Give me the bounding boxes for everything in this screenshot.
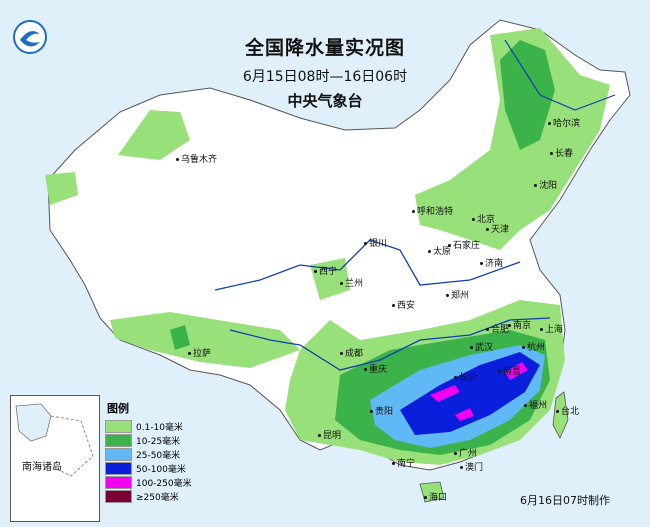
yangtze-river <box>229 317 551 371</box>
city-label: 武汉 <box>470 340 493 353</box>
city-label: 哈尔滨 <box>548 116 580 129</box>
legend-item: 100-250毫米 <box>105 476 203 489</box>
south-china-sea-inset <box>10 395 100 522</box>
city-label: 贵阳 <box>370 404 393 417</box>
rain-zone-severe-storm-1 <box>430 385 460 402</box>
city-label: 上海 <box>540 322 563 335</box>
rain-zone-light-tibet <box>110 312 300 368</box>
legend-item: 50-100毫米 <box>105 462 203 475</box>
city-label: 北京 <box>472 212 495 225</box>
legend-swatch <box>105 448 132 461</box>
city-label: 广州 <box>454 446 477 459</box>
taiwan-island <box>552 391 569 439</box>
legend-item: 25-50毫米 <box>105 448 203 461</box>
city-label: 兰州 <box>340 276 363 289</box>
city-label: 杭州 <box>522 340 545 353</box>
rain-zone-severe-storm-2 <box>505 362 528 380</box>
city-label: 天津 <box>486 222 509 235</box>
map-title: 全国降水量实况图 <box>244 37 405 59</box>
city-label: 拉萨 <box>188 346 211 359</box>
rain-zone-severe-storm-3 <box>455 408 474 421</box>
rain-zone-moderate-tibet <box>170 325 190 350</box>
city-label: 银川 <box>364 236 387 249</box>
city-label: 太原 <box>428 244 451 257</box>
legend: 图例 0.1-10毫米 10-25毫米 25-50毫米 50-100毫米 100… <box>105 400 203 504</box>
legend-swatch <box>105 476 132 489</box>
city-label: 澳门 <box>460 460 483 473</box>
legend-swatch <box>105 434 132 447</box>
rain-zone-light-qinghai <box>310 258 350 300</box>
city-label: 海口 <box>424 490 447 503</box>
inset-map <box>15 403 94 477</box>
city-label: 长春 <box>550 146 573 159</box>
city-label: 沈阳 <box>534 178 557 191</box>
rain-zone-light-xinjiang <box>45 172 78 205</box>
city-label: 呼和浩特 <box>412 204 453 217</box>
city-label: 福州 <box>524 398 547 411</box>
legend-title: 图例 <box>107 402 129 415</box>
city-label: 郑州 <box>446 288 469 301</box>
city-label: 石家庄 <box>448 238 480 251</box>
legend-item: 10-25毫米 <box>105 434 203 447</box>
legend-swatch <box>105 490 132 503</box>
rain-zone-light-northeast <box>415 28 610 250</box>
city-label: 台北 <box>556 404 579 417</box>
city-label: 合肥 <box>486 322 509 335</box>
city-label: 乌鲁木齐 <box>176 152 217 165</box>
rain-zone-moderate-northeast <box>500 40 555 150</box>
legend-swatch <box>105 420 132 433</box>
city-label: 昆明 <box>318 428 341 441</box>
legend-swatch <box>105 462 132 475</box>
city-label: 成都 <box>340 346 363 359</box>
rain-zone-storm <box>400 352 540 435</box>
legend-item: 0.1-10毫米 <box>105 420 203 433</box>
city-label: 南昌 <box>498 364 521 377</box>
city-label: 西安 <box>392 298 415 311</box>
city-label: 西宁 <box>314 264 337 277</box>
map-agency: 中央气象台 <box>287 92 363 110</box>
footer-note: 6月16日07时制作 <box>520 494 610 507</box>
legend-item: ≥250毫米 <box>105 490 203 503</box>
cma-logo-icon <box>13 20 47 54</box>
city-label: 南宁 <box>392 456 415 469</box>
city-label: 长沙 <box>454 370 477 383</box>
city-label: 南京 <box>508 318 531 331</box>
city-label: 重庆 <box>364 362 387 375</box>
map-period: 6月15日08时—16日06时 <box>242 69 408 85</box>
rain-zone-light-west <box>118 110 190 160</box>
city-label: 济南 <box>480 256 503 269</box>
yellow-river <box>214 239 521 291</box>
inset-label: 南海诸岛 <box>22 462 62 473</box>
amur-river <box>504 39 616 111</box>
